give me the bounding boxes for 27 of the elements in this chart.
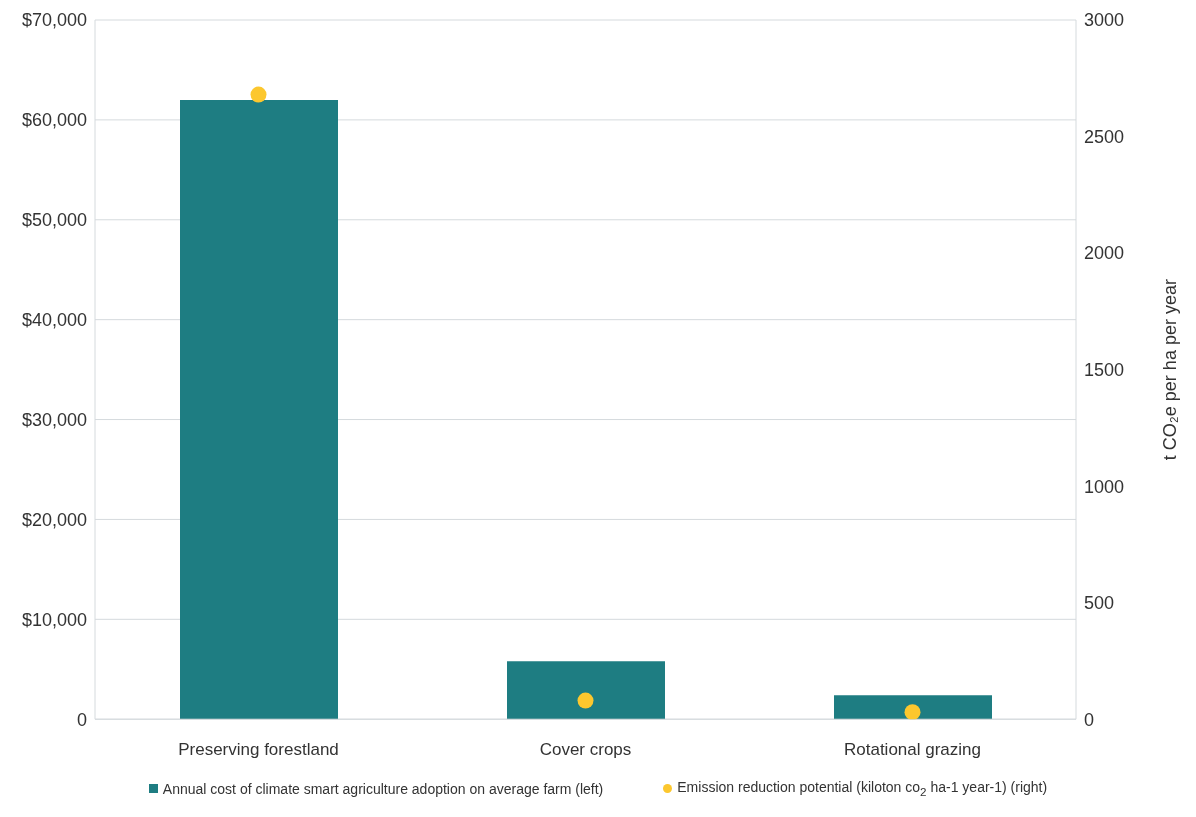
y-tick-label: $20,000 xyxy=(21,509,87,530)
y2-tick-label: 3000 xyxy=(1084,10,1125,31)
y2-tick-label: 2000 xyxy=(1084,243,1125,264)
legend-label: Annual cost of climate smart agriculture adoption on average farm (left) xyxy=(162,780,604,797)
x-tick-label: Rotational grazing xyxy=(843,740,982,760)
point xyxy=(577,692,594,709)
point xyxy=(250,86,267,103)
bar xyxy=(834,695,992,720)
x-tick-label: Cover crops xyxy=(539,740,632,760)
point xyxy=(904,704,921,720)
legend-label: Emission reduction potential (kiloton co$_{2}$ ha-1 year-1) (right) xyxy=(677,779,1048,798)
y-tick-label: $60,000 xyxy=(21,110,87,131)
y-tick-label: $50,000 xyxy=(21,210,87,231)
y2-axis-title: t CO₂e per ha per year xyxy=(1160,279,1180,461)
y-tick-label: $30,000 xyxy=(21,409,87,430)
y2-tick-label: 2500 xyxy=(1084,126,1125,147)
bar xyxy=(180,99,338,720)
y-tick-label: $10,000 xyxy=(21,609,87,630)
y2-tick-label: 1500 xyxy=(1084,359,1125,380)
y-tick-label: $70,000 xyxy=(21,10,87,31)
y-tick-label: $40,000 xyxy=(21,310,87,331)
y2-tick-label: 0 xyxy=(1084,709,1095,730)
y2-tick-label: 1000 xyxy=(1084,476,1125,497)
x-tick-label: Preserving forestland xyxy=(178,740,339,760)
bar xyxy=(507,661,665,720)
y-tick-label: 0 xyxy=(76,709,87,730)
y2-tick-label: 500 xyxy=(1084,593,1115,614)
